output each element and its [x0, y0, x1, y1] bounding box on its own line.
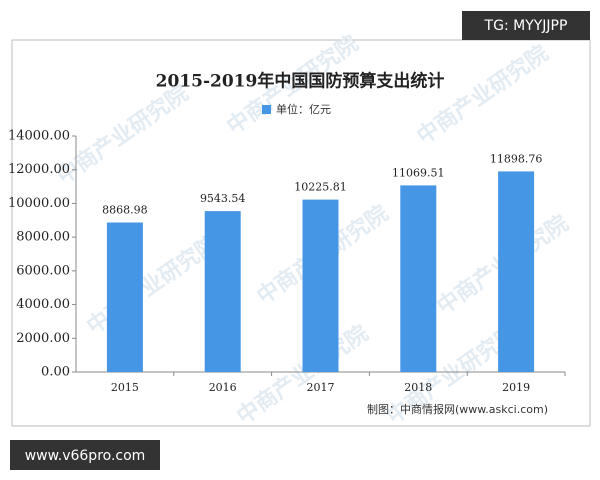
bar	[400, 185, 437, 372]
y-tick-label: 0.00	[41, 365, 70, 380]
legend-label: 单位：亿元	[276, 102, 331, 116]
x-tick-label: 2015	[111, 381, 139, 394]
y-tick-label: 12000.00	[8, 162, 70, 177]
y-tick-label: 2000.00	[16, 331, 70, 346]
bar	[204, 211, 241, 372]
source-note: 制图：中商情报网(www.askci.com)	[367, 402, 548, 416]
y-tick-label: 10000.00	[8, 196, 70, 211]
legend-swatch	[262, 105, 271, 114]
bar	[106, 222, 143, 372]
bar	[302, 199, 339, 372]
bar	[498, 171, 535, 372]
overlay-box	[462, 11, 590, 40]
x-tick-label: 2016	[209, 381, 237, 394]
x-tick-label: 2019	[502, 381, 530, 394]
y-tick-label: 6000.00	[16, 263, 70, 278]
value-label: 9543.54	[200, 192, 246, 205]
y-tick-label: 4000.00	[16, 297, 70, 312]
y-tick-label: 14000.00	[8, 129, 70, 144]
overlay-text: TG: MYYJJPP	[484, 18, 568, 34]
chart-title: 2015-2019年中国国防预算支出统计	[156, 71, 445, 92]
y-tick-label: 8000.00	[16, 230, 70, 245]
value-label: 11898.76	[490, 152, 543, 165]
overlay-text: www.v66pro.com	[25, 448, 146, 464]
overlay-box	[10, 440, 160, 470]
value-label: 8868.98	[102, 203, 148, 216]
value-label: 11069.51	[392, 166, 445, 179]
value-label: 10225.81	[294, 181, 347, 194]
x-tick-label: 2018	[404, 381, 432, 394]
x-tick-label: 2017	[307, 381, 335, 394]
